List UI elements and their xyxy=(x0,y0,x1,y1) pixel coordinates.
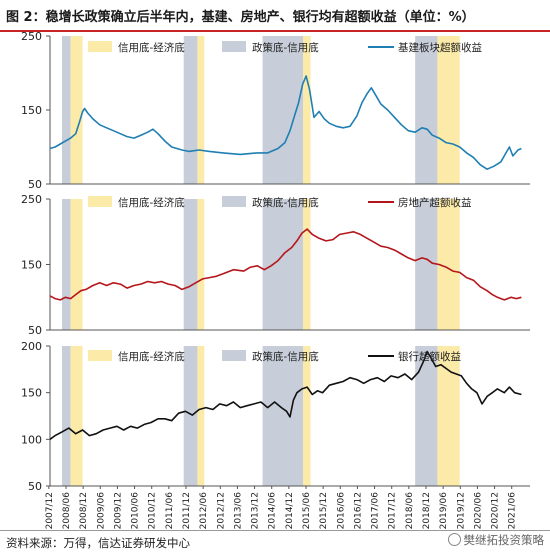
x-tick-label: 2015/12 xyxy=(319,492,329,529)
x-tick-label: 2014/12 xyxy=(285,492,295,529)
footer-rule xyxy=(0,530,550,531)
legend-swatch xyxy=(88,350,112,361)
y-tick-label: 200 xyxy=(21,340,42,353)
band-credit-econ-0 xyxy=(70,346,83,486)
legend-swatch xyxy=(222,350,246,361)
x-tick-label: 2020/12 xyxy=(491,492,501,529)
band-credit-econ-0 xyxy=(70,36,83,184)
x-tick-label: 2008/12 xyxy=(79,492,89,529)
x-tick-label: 2009/06 xyxy=(96,492,106,530)
x-tick-label: 2017/06 xyxy=(371,492,381,530)
y-tick-label: 150 xyxy=(21,104,42,117)
x-tick-label: 2011/06 xyxy=(165,492,175,530)
legend-swatch xyxy=(88,196,112,207)
legend-label: 信用底-经济底 xyxy=(118,196,185,209)
legend-swatch xyxy=(88,41,112,52)
title-rule xyxy=(0,30,550,32)
x-tick-label: 2019/12 xyxy=(456,492,466,529)
band-credit-econ-1 xyxy=(197,346,205,486)
x-tick-label: 2011/12 xyxy=(182,492,192,529)
y-tick-label: 50 xyxy=(28,324,42,337)
x-tick-label: 2009/12 xyxy=(113,492,123,529)
x-tick-label: 2014/06 xyxy=(268,492,278,530)
x-tick-label: 2017/12 xyxy=(388,492,398,529)
legend-swatch xyxy=(222,41,246,52)
figure-title: 图 2：稳增长政策确立后半年内，基建、房地产、银行均有超额收益（单位：%） xyxy=(6,10,475,25)
wechat-icon xyxy=(447,533,461,546)
legend-label: 房地产超额收益 xyxy=(398,196,472,209)
y-tick-label: 250 xyxy=(21,193,42,206)
y-tick-label: 50 xyxy=(28,480,42,493)
x-tick-label: 2007/12 xyxy=(45,492,55,529)
x-tick-label: 2010/06 xyxy=(131,492,141,530)
band-policy-credit-1 xyxy=(183,346,198,486)
y-tick-label: 50 xyxy=(28,178,42,191)
x-tick-label: 2015/06 xyxy=(302,492,312,530)
x-tick-label: 2016/12 xyxy=(353,492,363,529)
band-policy-credit-0 xyxy=(62,199,71,330)
legend-label: 信用底-经济底 xyxy=(118,41,185,54)
x-tick-label: 2010/12 xyxy=(148,492,158,529)
band-credit-econ-3 xyxy=(437,346,460,486)
band-credit-econ-2 xyxy=(303,199,311,330)
watermark-label: 樊继拓投资策略 xyxy=(463,533,545,547)
x-tick-label: 2021/06 xyxy=(508,492,518,530)
x-tick-label: 2016/06 xyxy=(336,492,346,530)
legend-label: 政策底-信用底 xyxy=(252,350,319,363)
series-line-real_estate xyxy=(49,228,522,301)
x-tick-label: 2020/06 xyxy=(473,492,483,530)
y-tick-label: 150 xyxy=(21,387,42,400)
band-policy-credit-0 xyxy=(62,346,71,486)
x-tick-label: 2013/12 xyxy=(251,492,261,529)
band-policy-credit-1 xyxy=(183,36,198,184)
x-tick-label: 2012/12 xyxy=(216,492,226,529)
x-tick-label: 2012/06 xyxy=(199,492,209,530)
x-tick-label: 2019/06 xyxy=(439,492,449,530)
legend-label: 政策底-信用底 xyxy=(252,41,319,54)
x-tick-label: 2013/06 xyxy=(233,492,243,530)
band-policy-credit-0 xyxy=(62,36,71,184)
band-credit-econ-0 xyxy=(70,199,83,330)
legend-label: 信用底-经济底 xyxy=(118,350,185,363)
legend-label: 银行超额收益 xyxy=(398,350,461,363)
band-credit-econ-2 xyxy=(303,36,311,184)
band-policy-credit-3 xyxy=(415,199,438,330)
band-policy-credit-3 xyxy=(415,346,438,486)
band-credit-econ-3 xyxy=(437,36,460,184)
legend-label: 基建板块超额收益 xyxy=(398,41,482,54)
y-tick-label: 100 xyxy=(21,433,42,446)
x-tick-label: 2008/06 xyxy=(62,492,72,530)
band-policy-credit-2 xyxy=(262,346,304,486)
y-tick-label: 150 xyxy=(21,259,42,272)
legend-swatch xyxy=(222,196,246,207)
x-tick-label: 2018/12 xyxy=(422,492,432,529)
series-line-bank xyxy=(49,350,522,440)
band-credit-econ-1 xyxy=(197,199,205,330)
source-note: 资料来源：万得，信达证券研发中心 xyxy=(6,536,190,550)
x-tick-label: 2018/06 xyxy=(405,492,415,530)
band-credit-econ-1 xyxy=(197,36,205,184)
series-line-infra xyxy=(49,75,522,170)
y-tick-label: 250 xyxy=(21,30,42,43)
watermark: 樊继拓投资策略 xyxy=(447,532,545,548)
band-policy-credit-3 xyxy=(415,36,438,184)
band-credit-econ-2 xyxy=(303,346,311,486)
band-credit-econ-3 xyxy=(437,199,460,330)
band-policy-credit-1 xyxy=(183,199,198,330)
band-policy-credit-2 xyxy=(262,199,304,330)
legend-label: 政策底-信用底 xyxy=(252,196,319,209)
